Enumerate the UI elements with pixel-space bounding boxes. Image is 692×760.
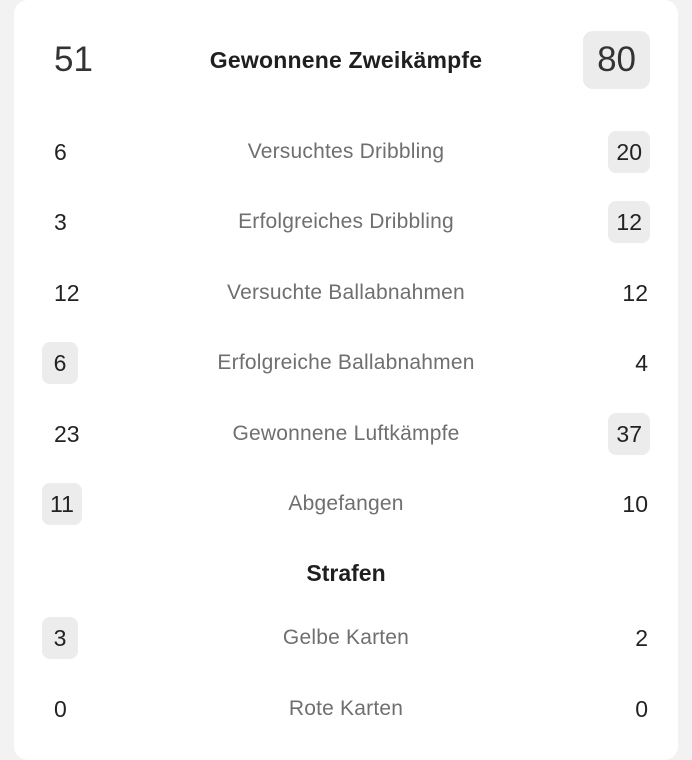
home-value: 51 xyxy=(54,40,93,79)
stat-row-yellow-cards: 3 Gelbe Karten 2 xyxy=(14,615,678,661)
stat-row-aerials-won: 23 Gewonnene Luftkämpfe 37 xyxy=(14,411,678,457)
home-value-highlighted: 6 xyxy=(42,342,78,384)
home-value-highlighted: 3 xyxy=(42,617,78,659)
stat-row-duels-won: 51 Gewonnene Zweikämpfe 80 xyxy=(14,31,678,89)
stat-row-interceptions: 11 Abgefangen 10 xyxy=(14,481,678,527)
away-value: 4 xyxy=(635,350,648,376)
stat-label: Versuchtes Dribbling xyxy=(247,140,445,163)
away-value-highlighted: 20 xyxy=(608,131,650,173)
stats-card: 51 Gewonnene Zweikämpfe 80 6 Versuchtes … xyxy=(14,0,678,760)
away-value-highlighted: 12 xyxy=(608,201,650,243)
stat-label: Gelbe Karten xyxy=(282,626,410,649)
section-title-penalties: Strafen xyxy=(306,560,386,586)
away-value-highlighted: 80 xyxy=(583,31,650,89)
home-value: 6 xyxy=(54,139,67,165)
stat-label: Rote Karten xyxy=(288,697,404,720)
stat-label: Versuchte Ballabnahmen xyxy=(227,281,465,304)
stat-row-dribbles-successful: 3 Erfolgreiches Dribbling 12 xyxy=(14,199,678,245)
home-value: 0 xyxy=(54,696,67,722)
home-value: 3 xyxy=(54,209,67,235)
away-value: 2 xyxy=(635,625,648,651)
home-value: 12 xyxy=(54,280,80,306)
stat-row-tackles-attempted: 12 Versuchte Ballabnahmen 12 xyxy=(14,270,678,316)
stat-label: Erfolgreiches Dribbling xyxy=(238,210,454,233)
home-value-highlighted: 11 xyxy=(42,483,82,525)
stat-row-red-cards: 0 Rote Karten 0 xyxy=(14,686,678,732)
away-value: 12 xyxy=(622,280,648,306)
home-value: 23 xyxy=(54,421,80,447)
stat-label: Gewonnene Zweikämpfe xyxy=(209,47,483,73)
stat-label: Abgefangen xyxy=(288,492,404,515)
away-value-highlighted: 37 xyxy=(608,413,650,455)
stat-label: Erfolgreiche Ballabnahmen xyxy=(217,351,475,374)
stat-row-tackles-successful: 6 Erfolgreiche Ballabnahmen 4 xyxy=(14,340,678,386)
stat-row-dribbles-attempted: 6 Versuchtes Dribbling 20 xyxy=(14,129,678,175)
stat-label: Gewonnene Luftkämpfe xyxy=(232,422,460,445)
away-value: 0 xyxy=(635,696,648,722)
away-value: 10 xyxy=(622,491,648,517)
